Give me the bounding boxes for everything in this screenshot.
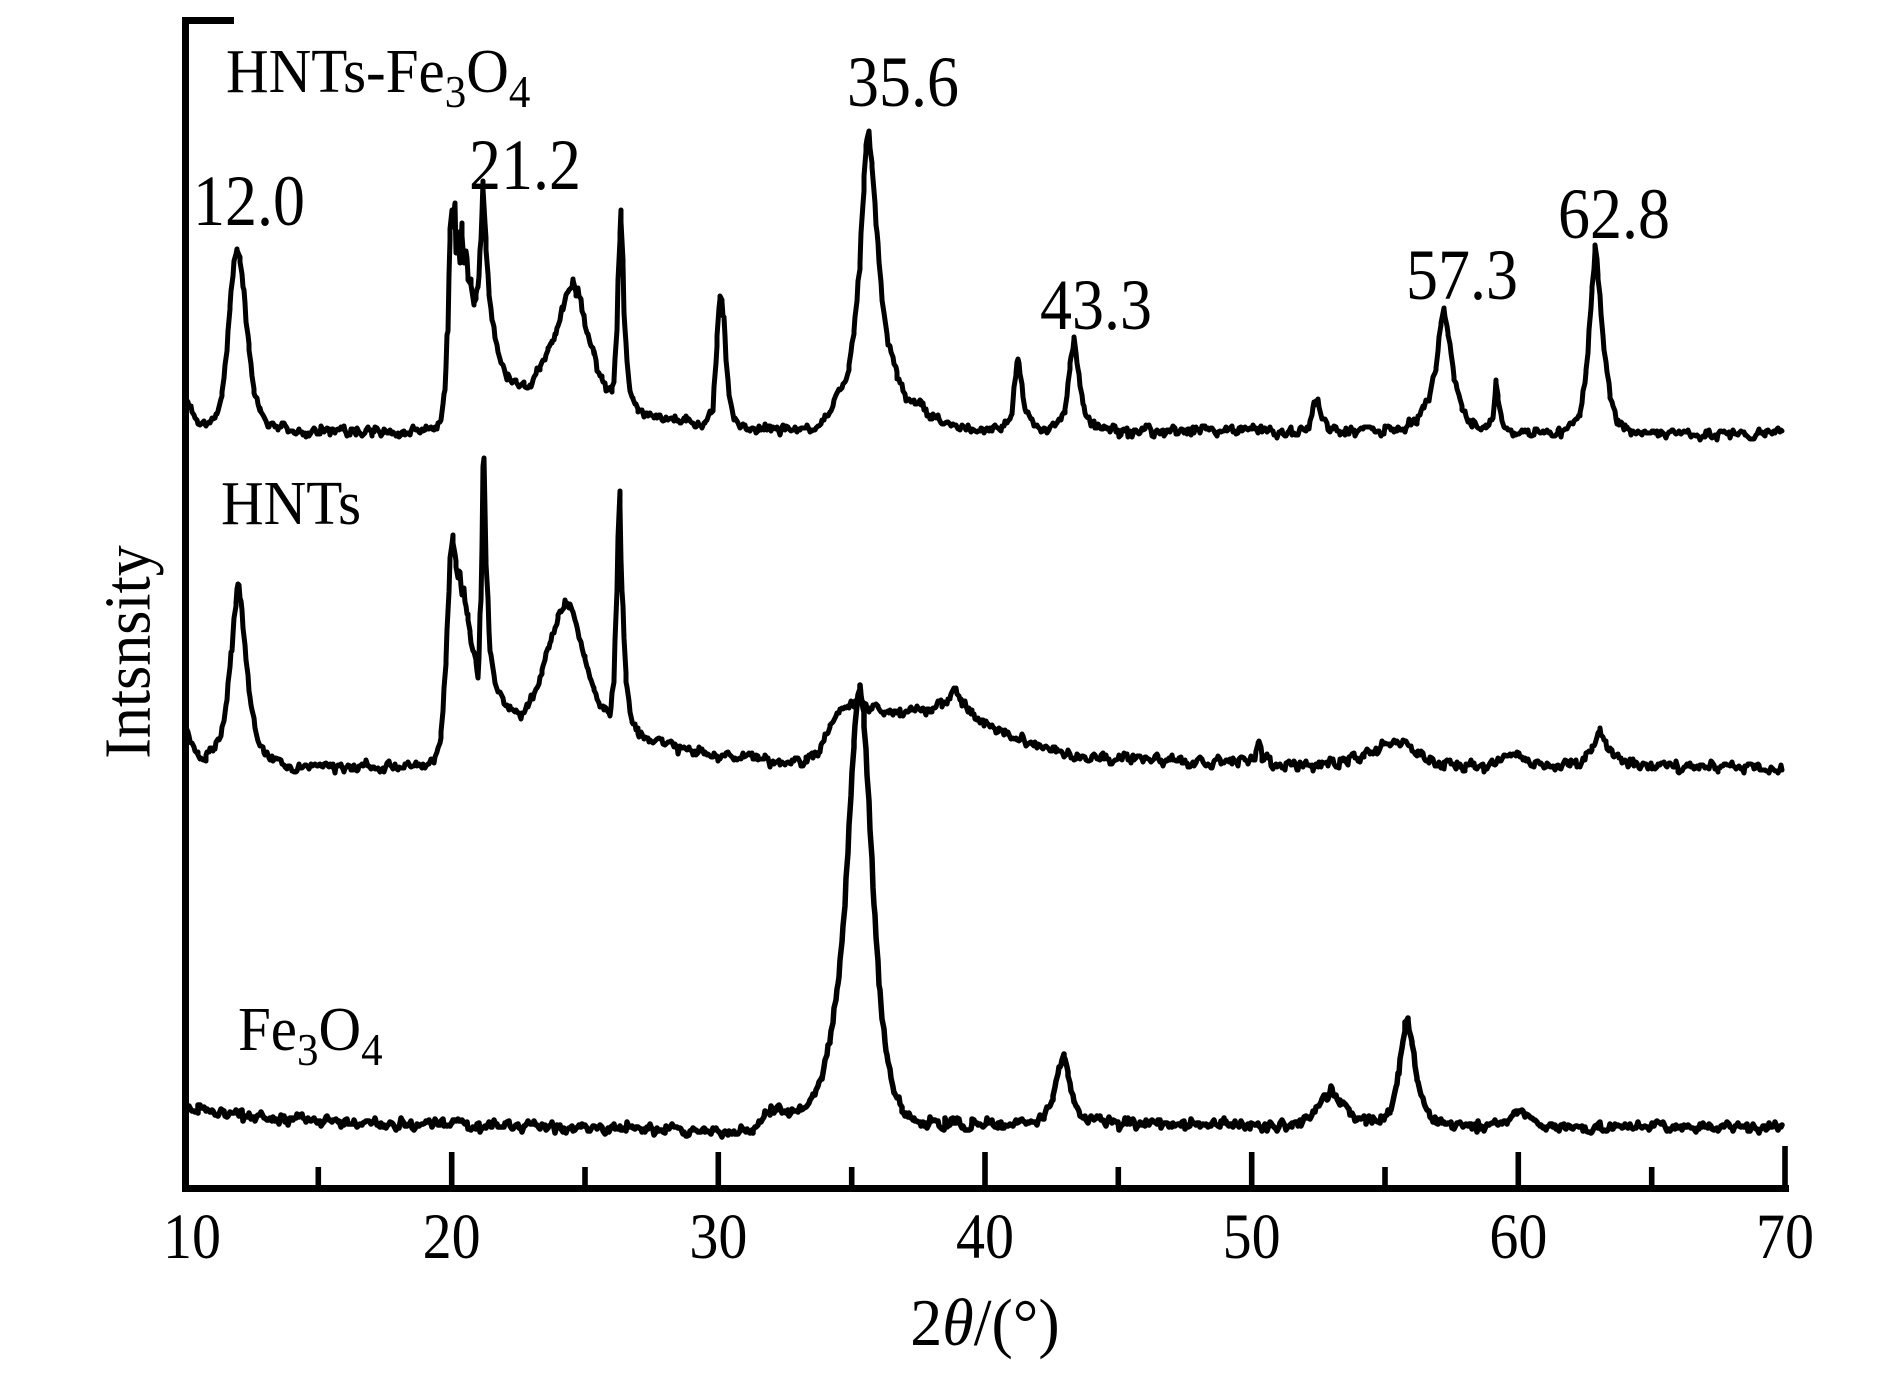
svg-text:Intsnsity: Intsnsity	[91, 545, 164, 759]
svg-text:12.0: 12.0	[193, 161, 305, 241]
svg-text:20: 20	[423, 1201, 481, 1273]
svg-text:40: 40	[956, 1201, 1014, 1273]
svg-text:35.6: 35.6	[847, 42, 959, 122]
svg-text:57.3: 57.3	[1406, 235, 1518, 315]
svg-text:62.8: 62.8	[1558, 174, 1670, 254]
svg-text:21.2: 21.2	[469, 125, 581, 205]
svg-text:10: 10	[163, 1201, 221, 1273]
svg-text:43.3: 43.3	[1040, 265, 1152, 345]
svg-text:2θ/(°): 2θ/(°)	[910, 1287, 1059, 1361]
svg-text:30: 30	[689, 1201, 747, 1273]
svg-text:70: 70	[1756, 1201, 1814, 1273]
svg-text:HNTs: HNTs	[221, 469, 361, 538]
svg-text:60: 60	[1489, 1201, 1547, 1273]
svg-text:HNTs-Fe3O4: HNTs-Fe3O4	[226, 37, 530, 117]
svg-text:50: 50	[1223, 1201, 1281, 1273]
